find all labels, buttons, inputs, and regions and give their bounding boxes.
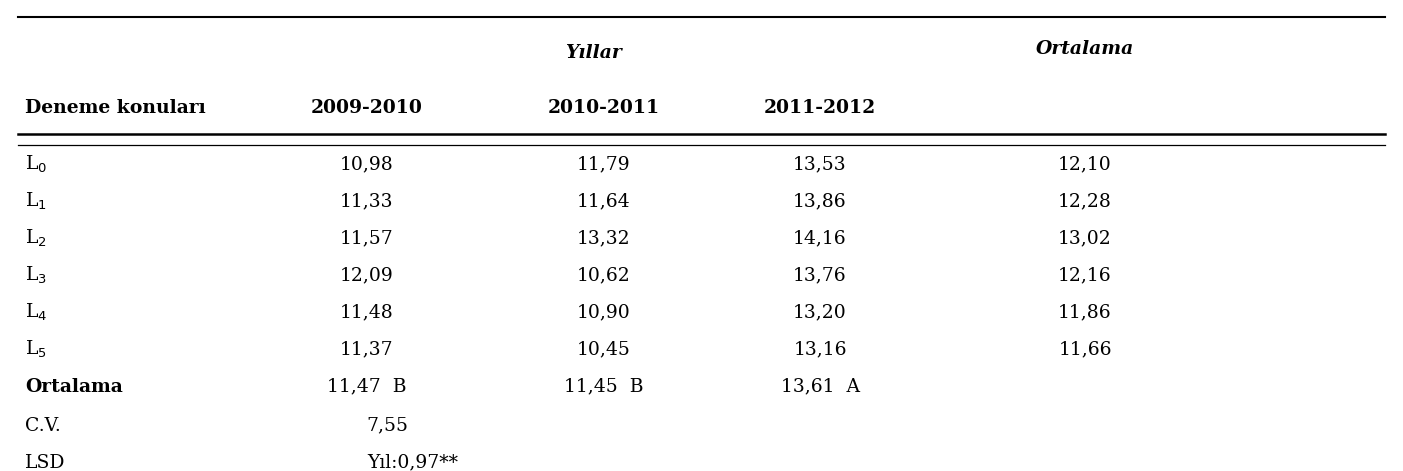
Text: 12,16: 12,16	[1058, 267, 1111, 284]
Text: 13,16: 13,16	[793, 341, 847, 359]
Text: 7,55: 7,55	[366, 417, 408, 435]
Text: 12,10: 12,10	[1058, 155, 1113, 174]
Text: 11,47  B: 11,47 B	[327, 378, 407, 396]
Text: 2011-2012: 2011-2012	[765, 99, 875, 117]
Text: 10,45: 10,45	[577, 341, 631, 359]
Text: 13,61  A: 13,61 A	[780, 378, 860, 396]
Text: 11,37: 11,37	[340, 341, 394, 359]
Text: 11,86: 11,86	[1058, 304, 1111, 322]
Text: 13,76: 13,76	[793, 267, 847, 284]
Text: 14,16: 14,16	[793, 230, 847, 248]
Text: 11,66: 11,66	[1058, 341, 1111, 359]
Text: 11,33: 11,33	[340, 193, 393, 211]
Text: C.V.: C.V.	[25, 417, 60, 435]
Text: LSD: LSD	[25, 454, 66, 471]
Text: 12,09: 12,09	[340, 267, 394, 284]
Text: L$_1$: L$_1$	[25, 191, 46, 212]
Text: 12,28: 12,28	[1058, 193, 1113, 211]
Text: 11,48: 11,48	[340, 304, 394, 322]
Text: Deneme konuları: Deneme konuları	[25, 99, 206, 117]
Text: L$_5$: L$_5$	[25, 339, 46, 360]
Text: 13,02: 13,02	[1058, 230, 1113, 248]
Text: L$_3$: L$_3$	[25, 265, 46, 286]
Text: Yıllar: Yıllar	[565, 44, 622, 62]
Text: L$_0$: L$_0$	[25, 154, 48, 175]
Text: 11,79: 11,79	[577, 155, 631, 174]
Text: 13,86: 13,86	[793, 193, 847, 211]
Text: 11,57: 11,57	[340, 230, 394, 248]
Text: 10,90: 10,90	[577, 304, 631, 322]
Text: 10,98: 10,98	[340, 155, 394, 174]
Text: Yıl:0,97**: Yıl:0,97**	[366, 454, 457, 471]
Text: 10,62: 10,62	[577, 267, 631, 284]
Text: L$_2$: L$_2$	[25, 228, 46, 249]
Text: Ortalama: Ortalama	[25, 378, 123, 396]
Text: 11,64: 11,64	[577, 193, 631, 211]
Text: 11,45  B: 11,45 B	[564, 378, 644, 396]
Text: Ortalama: Ortalama	[1035, 40, 1134, 58]
Text: 2010-2011: 2010-2011	[547, 99, 659, 117]
Text: 13,32: 13,32	[577, 230, 631, 248]
Text: 13,20: 13,20	[793, 304, 847, 322]
Text: 2009-2010: 2009-2010	[311, 99, 422, 117]
Text: 13,53: 13,53	[793, 155, 847, 174]
Text: L$_4$: L$_4$	[25, 302, 48, 324]
